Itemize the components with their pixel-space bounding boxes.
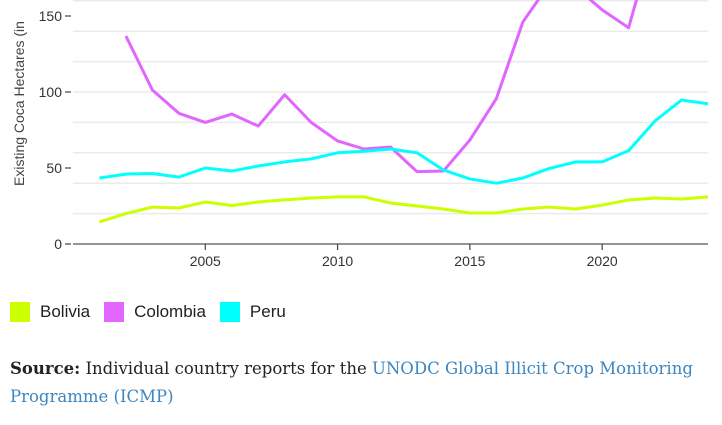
legend-item-bolivia[interactable]: Bolivia [10,302,90,322]
legend-swatch-colombia [104,302,125,322]
legend-item-colombia[interactable]: Colombia [104,302,206,322]
legend-swatch-bolivia [10,302,30,322]
x-tick-label: 2020 [587,253,618,269]
series-lines [99,0,709,224]
x-tick-label: 2005 [190,253,221,269]
x-axis: 2005 2010 2015 2020 [73,243,708,269]
source-text: Individual country reports for the [80,359,372,378]
y-tick-label: 0 [54,236,62,252]
legend-swatch-peru [219,302,240,322]
line-chart: 0 50 100 150 2005 2010 2015 2020 Existing Coca… [11,0,709,269]
y-tick-label: 50 [46,160,62,176]
series-line-colombia[interactable] [124,0,655,174]
y-axis-label: Existing Coca Hectares (in [11,21,27,186]
gridlines [73,0,708,215]
source-link[interactable]: UNODC Global Illicit Crop Monitoring Pro… [10,359,693,406]
legend-label: Colombia [134,302,206,321]
series-line-bolivia[interactable] [99,195,709,224]
legend-label: Bolivia [40,302,91,321]
y-tick-label: 100 [39,84,63,100]
source-note: Source: Individual country reports for t… [10,355,710,411]
x-tick-label: 2015 [454,253,485,269]
source-label: Source: [10,359,81,378]
series-line-peru[interactable] [99,98,709,185]
legend: Bolivia Colombia Peru [10,302,300,322]
x-tick-label: 2010 [322,253,353,269]
legend-item-peru[interactable]: Peru [219,302,286,322]
y-axis: 0 50 100 150 [39,8,71,252]
legend-label: Peru [249,302,286,321]
y-tick-label: 150 [39,8,63,24]
